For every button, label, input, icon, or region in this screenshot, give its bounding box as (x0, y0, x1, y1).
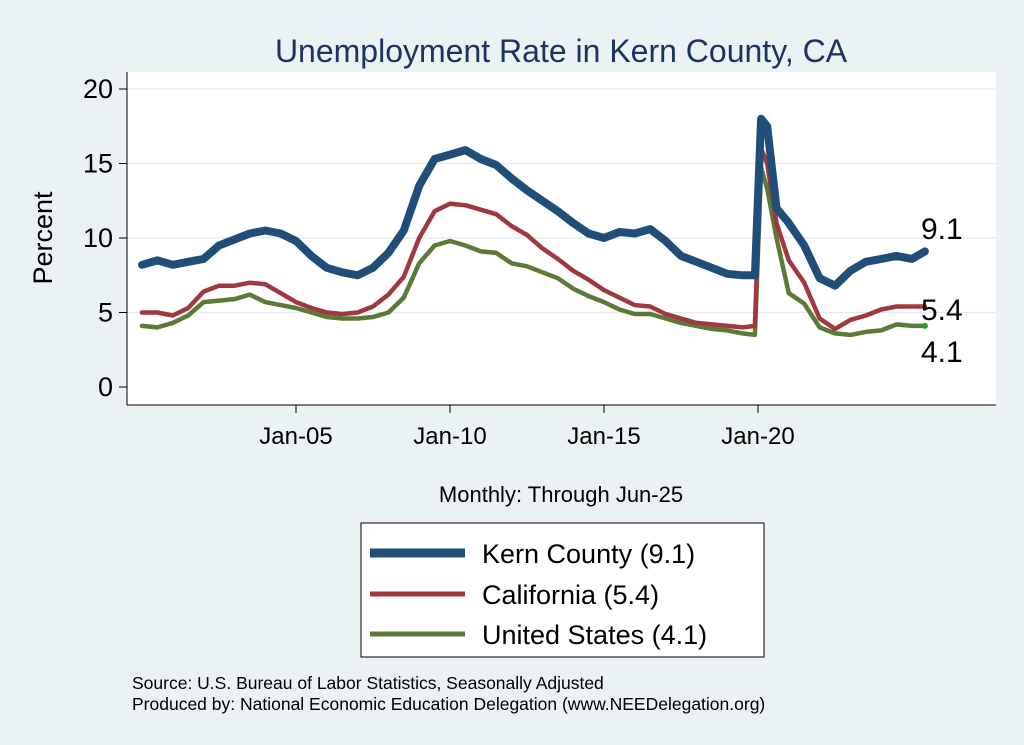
y-tick-label: 20 (83, 74, 113, 104)
legend-label: United States (4.1) (482, 620, 707, 650)
series-line-california (139, 146, 928, 332)
y-tick-label: 0 (98, 372, 113, 402)
x-axis-label: Monthly: Through Jun-25 (439, 482, 683, 507)
end-labels: 9.1 5.4 4.1 (921, 213, 963, 369)
y-tick-label: 5 (98, 298, 113, 328)
end-label: 5.4 (921, 294, 963, 327)
x-tick-label: Jan-05 (259, 423, 332, 450)
y-axis-label: Percent (28, 191, 58, 285)
x-tick-label: Jan-10 (413, 423, 486, 450)
x-tick-label: Jan-15 (567, 423, 640, 450)
series-lines (138, 114, 929, 338)
y-tick-label: 10 (83, 223, 113, 253)
source-note: Source: U.S. Bureau of Labor Statistics,… (132, 673, 604, 693)
y-axis-ticks: 0 5 10 15 20 (83, 74, 127, 402)
x-axis-ticks: Jan-05 Jan-10 Jan-15 Jan-20 (259, 405, 795, 450)
end-label: 9.1 (921, 213, 963, 246)
chart-title: Unemployment Rate in Kern County, CA (275, 33, 848, 69)
end-label: 4.1 (921, 336, 963, 369)
legend-label: California (5.4) (482, 580, 659, 610)
produced-by-note: Produced by: National Economic Education… (132, 694, 765, 714)
end-marker (921, 322, 928, 329)
gridlines (127, 88, 996, 314)
series-line-united-states (139, 165, 928, 338)
legend: Kern County (9.1) California (5.4) United … (360, 522, 765, 658)
series-line-kern-county (138, 114, 929, 290)
y-tick-label: 15 (83, 149, 113, 179)
x-tick-label: Jan-20 (721, 423, 794, 450)
legend-label: Kern County (9.1) (482, 539, 695, 569)
